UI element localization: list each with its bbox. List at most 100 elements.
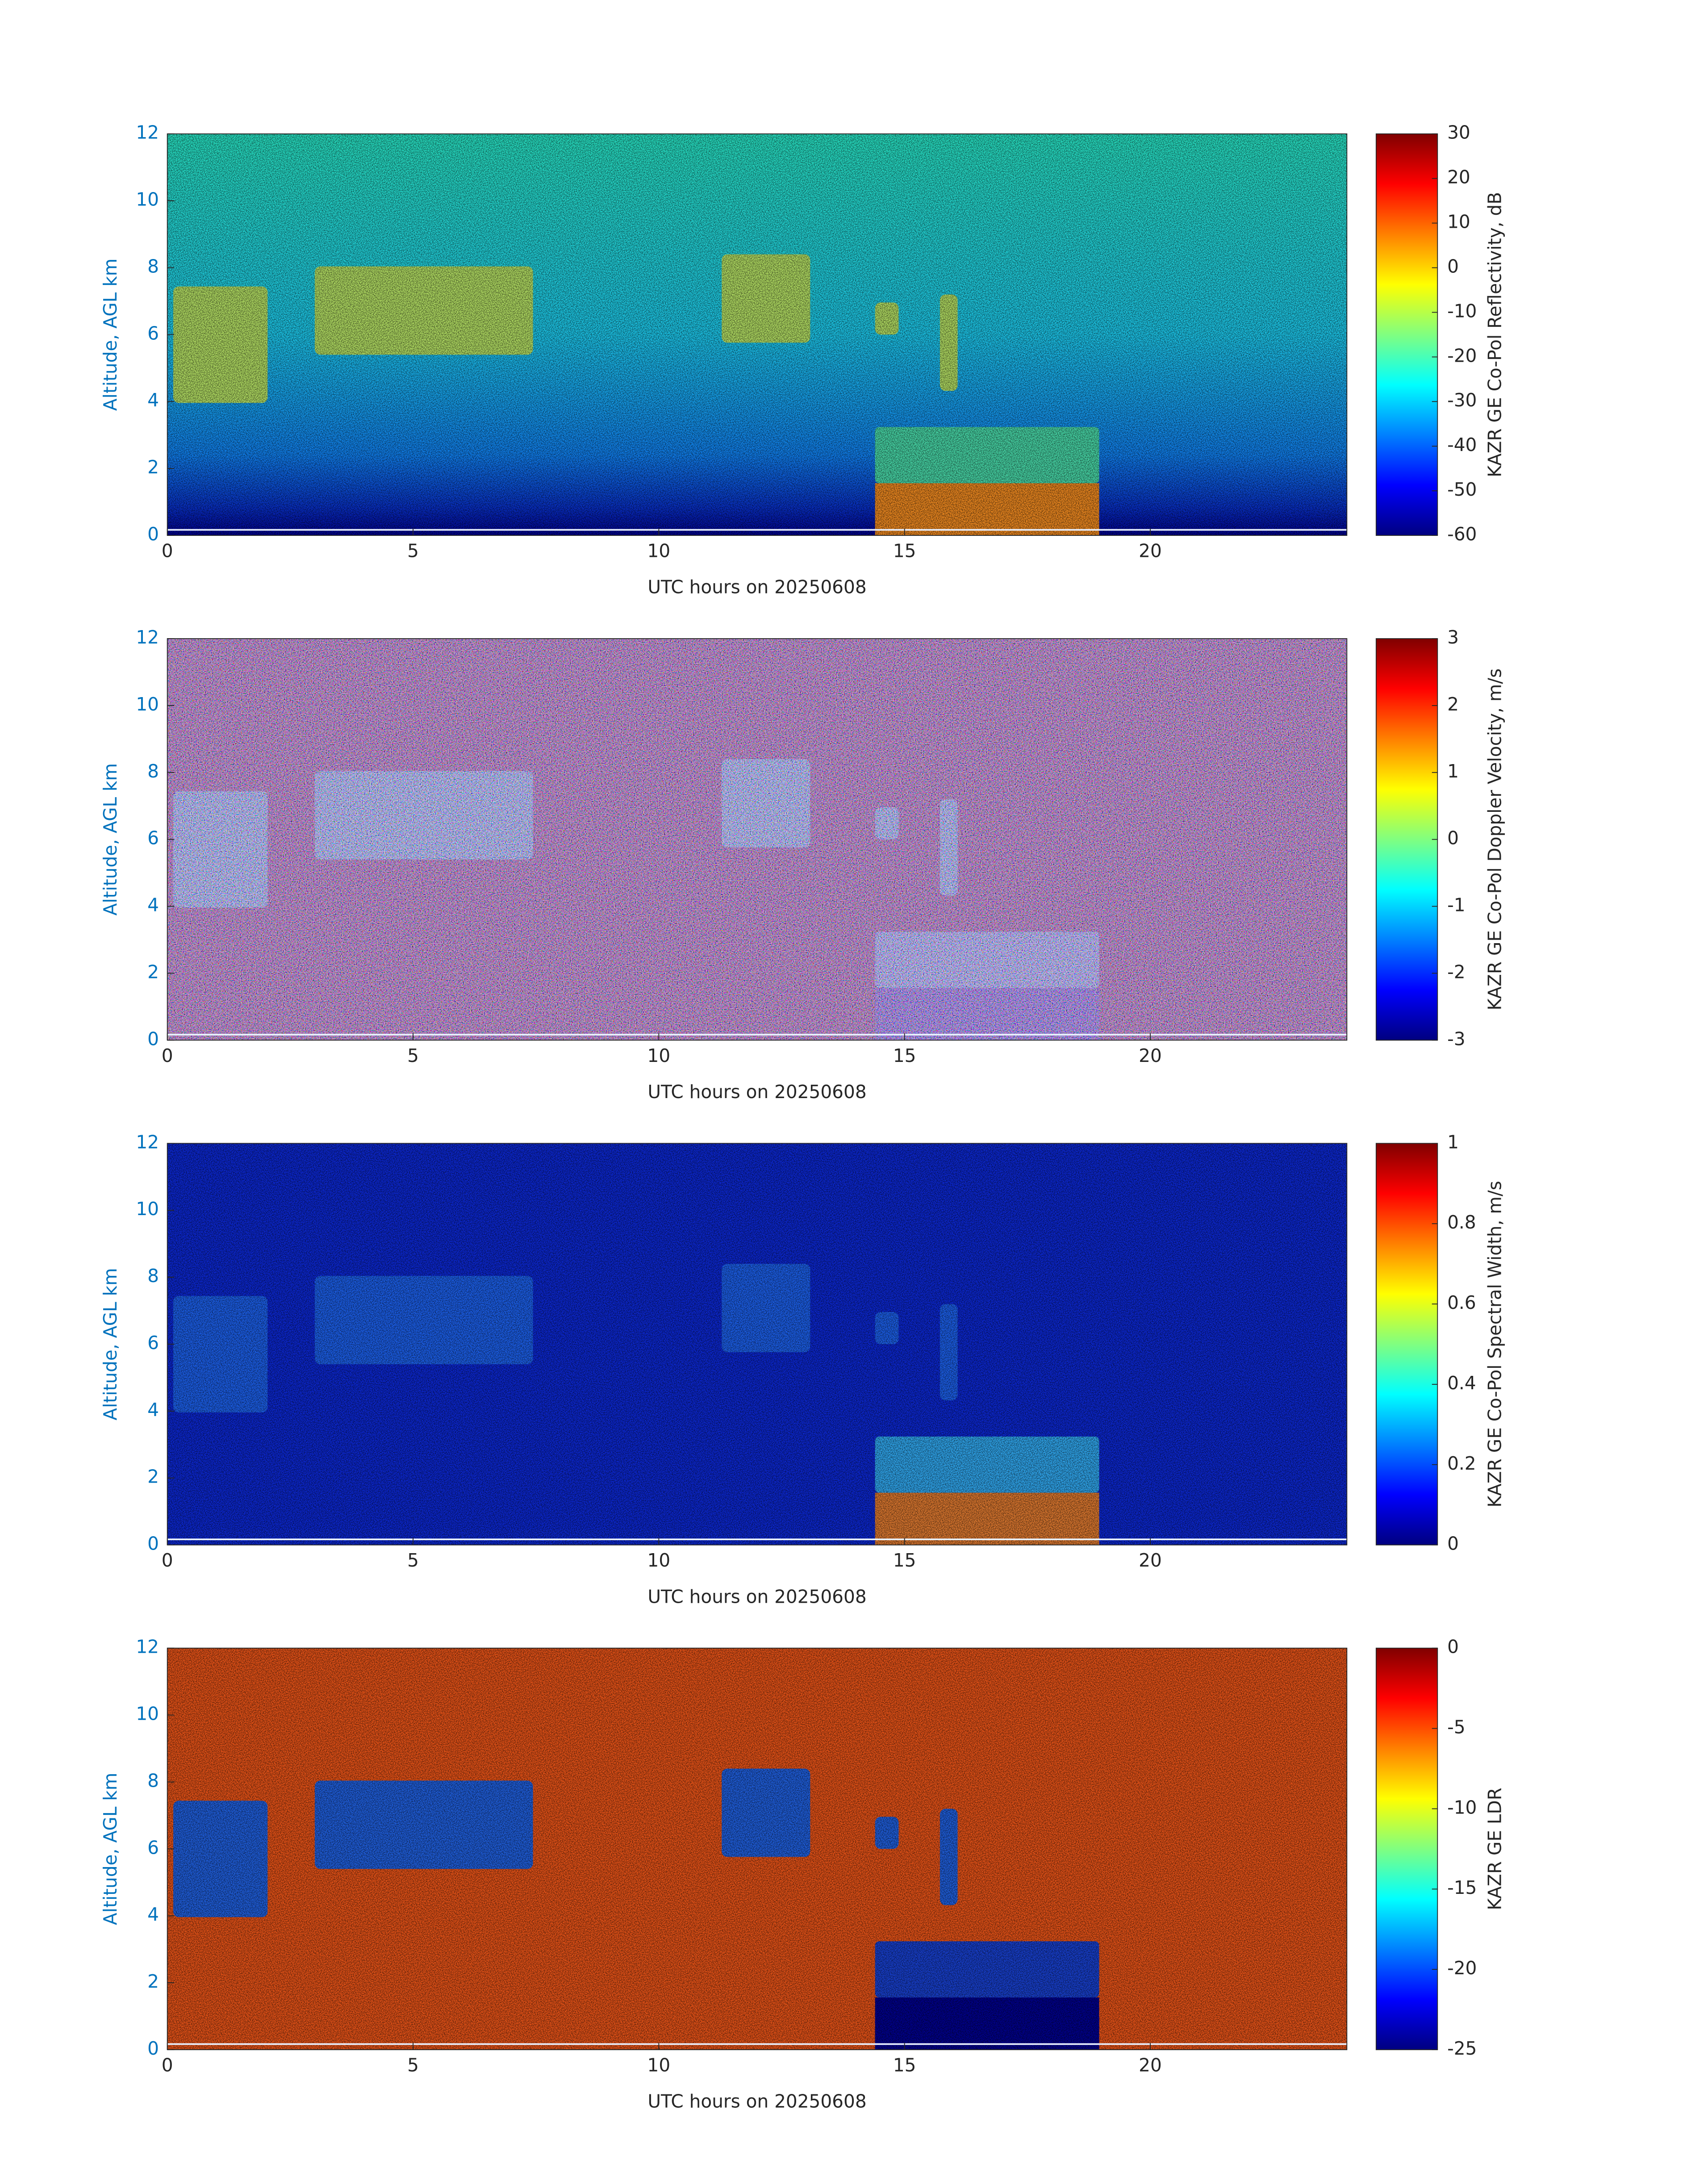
colorbar-tick-label: 0 bbox=[1447, 256, 1459, 277]
y-tick-label: 0 bbox=[147, 1028, 159, 1049]
colorbar-tick-label: -20 bbox=[1447, 1957, 1477, 1979]
colorbar-tick-label: 0.6 bbox=[1447, 1292, 1476, 1313]
colorbar-tick-label: 1 bbox=[1447, 1131, 1459, 1153]
colorbar-tick-label: -1 bbox=[1447, 894, 1465, 916]
colorbar-label: KAZR GE Co-Pol Reflectivity, dB bbox=[1484, 192, 1505, 477]
noise-texture bbox=[167, 639, 1347, 1040]
colorbar-tick-label: 0 bbox=[1447, 827, 1459, 849]
x-tick-label: 5 bbox=[407, 540, 419, 561]
y-tick-label: 12 bbox=[136, 627, 159, 648]
colorbar bbox=[1375, 1647, 1438, 2050]
colorbar-tick-label: -10 bbox=[1447, 1797, 1477, 1818]
colorbar-tick-label: -15 bbox=[1447, 1877, 1477, 1898]
colorbar bbox=[1375, 133, 1438, 536]
colorbar-tick-label: -3 bbox=[1447, 1028, 1465, 1049]
y-tick-label: 0 bbox=[147, 1533, 159, 1554]
noise-texture bbox=[167, 1648, 1347, 2050]
x-tick-label: 5 bbox=[407, 2054, 419, 2076]
x-tick-label: 0 bbox=[162, 1550, 173, 1571]
noise-texture bbox=[167, 134, 1347, 536]
y-tick-label: 8 bbox=[147, 1265, 159, 1287]
colorbar-tick-label: 0 bbox=[1447, 1533, 1459, 1554]
panel: 0 5 10 15 20 0 2 4 6 8 10 12 UTC hours on 20250608 0 0… bbox=[136, 1131, 1505, 1607]
y-tick-label: 4 bbox=[147, 389, 159, 411]
y-tick-label: 6 bbox=[147, 322, 159, 344]
colorbar-label: KAZR GE Co-Pol Spectral Width, m/s bbox=[1484, 1181, 1505, 1508]
colorbar-tick-label: 0.2 bbox=[1447, 1453, 1476, 1474]
y-axis-label: Altitude, AGL km bbox=[100, 1268, 121, 1420]
y-tick-label: 2 bbox=[147, 961, 159, 982]
x-tick-label: 20 bbox=[1139, 540, 1162, 561]
y-tick-label: 10 bbox=[136, 694, 159, 715]
colorbar-tick-label: -10 bbox=[1447, 300, 1477, 322]
colorbar-label: KAZR GE Co-Pol Doppler Velocity, m/s bbox=[1484, 669, 1505, 1011]
x-axis-label: UTC hours on 20250608 bbox=[647, 2091, 866, 2112]
y-tick-label: 2 bbox=[147, 1466, 159, 1488]
y-tick-label: 4 bbox=[147, 1399, 159, 1421]
x-tick-label: 20 bbox=[1139, 2054, 1162, 2076]
panel: 0 5 10 15 20 0 2 4 6 8 10 12 UTC hours on 20250608 -6… bbox=[136, 122, 1505, 598]
x-tick-label: 15 bbox=[893, 1550, 916, 1571]
y-tick-label: 12 bbox=[136, 1131, 159, 1153]
colorbar-tick-label: -2 bbox=[1447, 961, 1465, 982]
x-axis-label: UTC hours on 20250608 bbox=[647, 1081, 866, 1103]
x-tick-label: 15 bbox=[893, 540, 916, 561]
colorbar-tick-label: -30 bbox=[1447, 389, 1477, 411]
colorbar-tick-label: 30 bbox=[1447, 122, 1470, 143]
x-tick-label: 15 bbox=[893, 2054, 916, 2076]
x-tick-label: 0 bbox=[162, 1045, 173, 1066]
y-tick-label: 6 bbox=[147, 1332, 159, 1354]
y-tick-label: 12 bbox=[136, 122, 159, 143]
x-tick-label: 10 bbox=[647, 1045, 671, 1066]
y-tick-label: 2 bbox=[147, 1971, 159, 1992]
y-tick-label: 10 bbox=[136, 1198, 159, 1220]
y-tick-label: 10 bbox=[136, 1703, 159, 1725]
colorbar-tick-label: 1 bbox=[1447, 760, 1459, 782]
y-tick-label: 8 bbox=[147, 1770, 159, 1791]
x-tick-label: 5 bbox=[407, 1550, 419, 1571]
colorbar-tick-label: -5 bbox=[1447, 1717, 1465, 1738]
colorbar bbox=[1375, 638, 1438, 1041]
colorbar-tick-label: 3 bbox=[1447, 627, 1459, 648]
y-tick-label: 8 bbox=[147, 760, 159, 782]
y-tick-label: 12 bbox=[136, 1636, 159, 1658]
colorbar-tick-label: -50 bbox=[1447, 479, 1477, 500]
y-tick-label: 8 bbox=[147, 256, 159, 277]
colorbar bbox=[1375, 1143, 1438, 1546]
y-tick-label: 2 bbox=[147, 456, 159, 478]
x-tick-label: 0 bbox=[162, 2054, 173, 2076]
colorbar-tick-label: 0.8 bbox=[1447, 1212, 1476, 1233]
colorbar-tick-label: 20 bbox=[1447, 167, 1470, 188]
y-tick-label: 0 bbox=[147, 523, 159, 545]
x-tick-label: 20 bbox=[1139, 1550, 1162, 1571]
y-axis-label: Altitude, AGL km bbox=[100, 763, 121, 915]
y-tick-label: 10 bbox=[136, 189, 159, 210]
y-tick-label: 6 bbox=[147, 1837, 159, 1858]
colorbar-tick-label: 10 bbox=[1447, 211, 1470, 233]
x-axis-label: UTC hours on 20250608 bbox=[647, 1586, 866, 1607]
y-tick-label: 4 bbox=[147, 1904, 159, 1925]
y-tick-label: 6 bbox=[147, 827, 159, 849]
x-tick-label: 15 bbox=[893, 1045, 916, 1066]
colorbar-tick-label: 2 bbox=[1447, 694, 1459, 715]
y-tick-label: 0 bbox=[147, 2038, 159, 2059]
x-axis-label: UTC hours on 20250608 bbox=[647, 577, 866, 598]
y-axis-label: Altitude, AGL km bbox=[100, 259, 121, 411]
x-tick-label: 5 bbox=[407, 1045, 419, 1066]
x-tick-label: 20 bbox=[1139, 1045, 1162, 1066]
x-tick-label: 0 bbox=[162, 540, 173, 561]
noise-texture bbox=[167, 1143, 1347, 1545]
colorbar-tick-label: -20 bbox=[1447, 345, 1477, 366]
y-axis-label: Altitude, AGL km bbox=[100, 1773, 121, 1925]
colorbar-label: KAZR GE LDR bbox=[1484, 1788, 1505, 1910]
x-tick-label: 10 bbox=[647, 2054, 671, 2076]
panel: 0 5 10 15 20 0 2 4 6 8 10 12 UTC hours on 20250608 -2… bbox=[136, 1636, 1505, 2112]
x-tick-label: 10 bbox=[647, 540, 671, 561]
colorbar-tick-label: -25 bbox=[1447, 2038, 1477, 2059]
colorbar-tick-label: -40 bbox=[1447, 434, 1477, 455]
colorbar-tick-label: -60 bbox=[1447, 523, 1477, 545]
colorbar-tick-label: 0.4 bbox=[1447, 1372, 1476, 1394]
